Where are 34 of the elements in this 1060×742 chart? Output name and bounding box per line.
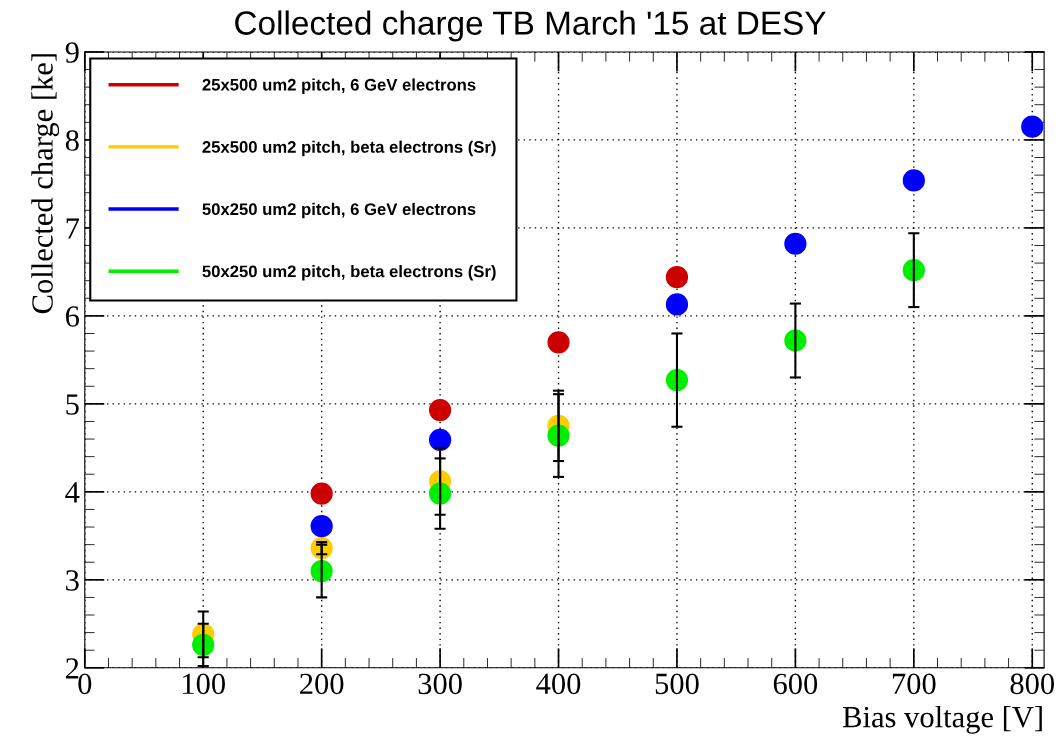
legend-label: 25x500 um2 pitch, beta electrons (Sr) <box>202 140 496 157</box>
legend-label: 25x500 um2 pitch, 6 GeV electrons <box>202 78 476 94</box>
point <box>665 266 689 289</box>
point <box>428 398 452 422</box>
x-tick-label: 300 <box>418 673 462 695</box>
chart-title: Collected charge TB March '15 at DESY <box>235 10 826 42</box>
point <box>310 515 333 538</box>
point <box>547 331 570 354</box>
legend-label: 50x250 um2 pitch, beta electrons (Sr) <box>202 265 496 281</box>
point <box>784 232 807 255</box>
point <box>428 428 452 452</box>
y-tick-label: 4 <box>65 482 80 503</box>
x-tick-label: 200 <box>300 673 344 695</box>
point <box>1021 115 1044 138</box>
x-tick-label: 800 <box>1010 673 1055 695</box>
y-tick-label: 8 <box>65 130 79 151</box>
point <box>902 169 925 192</box>
y-tick-label: 6 <box>65 306 80 327</box>
legend-label: 50x250 um2 pitch, 6 GeV electrons <box>202 202 476 219</box>
y-tick-label: 3 <box>66 570 79 591</box>
y-tick-label: 2 <box>66 658 79 679</box>
x-tick-label: 700 <box>892 673 936 695</box>
x-tick-label: 500 <box>655 673 699 695</box>
x-tick-label: 0 <box>78 673 92 695</box>
x-tick-label: 400 <box>536 673 581 695</box>
x-tick-label: 600 <box>773 673 818 695</box>
point <box>665 293 689 316</box>
y-tick-label: 5 <box>66 394 79 415</box>
y-axis-title: Collected charge [ke] <box>31 54 60 314</box>
x-axis-title: Bias voltage [V] <box>843 705 1042 734</box>
y-tick-label: 9 <box>65 42 79 63</box>
y-tick-label: 7 <box>66 218 80 239</box>
x-tick-label: 100 <box>183 673 225 695</box>
point <box>310 482 333 505</box>
